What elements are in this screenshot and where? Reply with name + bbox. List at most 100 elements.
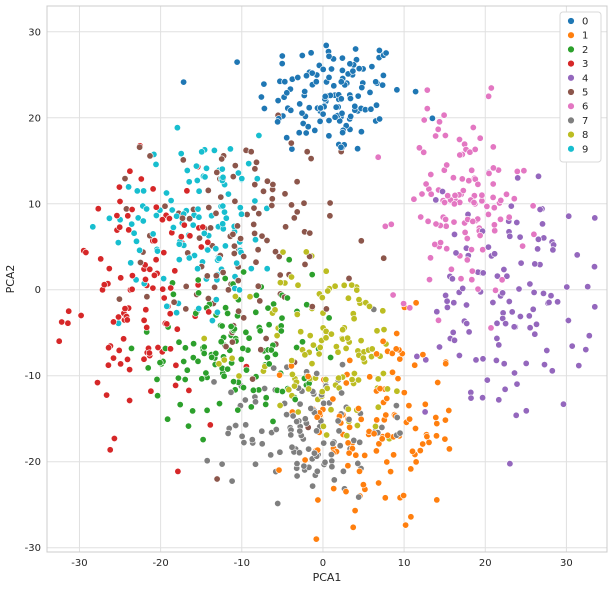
legend-label-4: 4 [582, 73, 588, 84]
point-class-1 [355, 467, 363, 475]
point-class-7 [274, 499, 282, 507]
point-class-3 [126, 167, 134, 175]
point-class-0 [288, 145, 296, 153]
point-class-3 [165, 215, 173, 223]
point-class-0 [412, 88, 420, 96]
point-class-6 [415, 144, 423, 152]
point-class-0 [354, 92, 362, 100]
point-class-6 [485, 169, 493, 177]
point-class-5 [276, 271, 284, 279]
point-class-4 [493, 334, 501, 342]
point-class-3 [174, 467, 182, 475]
point-class-5 [290, 214, 298, 222]
point-class-1 [442, 360, 450, 368]
point-class-8 [344, 405, 352, 413]
point-class-8 [302, 248, 310, 256]
point-class-1 [359, 481, 367, 489]
point-class-8 [383, 385, 391, 393]
point-class-5 [308, 303, 316, 311]
point-class-3 [137, 175, 145, 183]
point-class-8 [294, 408, 302, 416]
point-class-4 [433, 308, 441, 316]
point-class-9 [134, 214, 142, 222]
point-class-6 [450, 218, 458, 226]
point-class-4 [508, 308, 516, 316]
point-class-3 [145, 349, 153, 357]
point-class-1 [400, 491, 408, 499]
point-class-8 [246, 293, 254, 301]
point-class-4 [462, 301, 470, 309]
point-class-1 [432, 432, 440, 440]
point-class-5 [253, 158, 261, 166]
point-class-8 [354, 376, 362, 384]
legend-items: 0 1 2 3 4 5 6 7 8 9 [567, 17, 588, 155]
point-class-1 [329, 395, 337, 403]
point-class-3 [124, 355, 132, 363]
point-class-3 [158, 216, 166, 224]
point-class-6 [423, 86, 431, 94]
point-class-4 [549, 246, 557, 254]
point-class-1 [344, 439, 352, 447]
y-tick-label: -30 [25, 543, 41, 554]
point-class-3 [152, 203, 160, 211]
point-class-1 [408, 447, 416, 455]
point-class-2 [265, 360, 273, 368]
point-class-1 [314, 496, 322, 504]
point-class-3 [149, 284, 157, 292]
point-class-4 [522, 407, 530, 415]
point-class-5 [204, 294, 212, 302]
point-class-1 [394, 375, 402, 383]
point-class-5 [122, 205, 130, 213]
point-class-5 [204, 186, 212, 194]
point-class-2 [194, 276, 202, 284]
point-class-0 [301, 88, 309, 96]
point-class-4 [563, 283, 571, 291]
point-class-4 [443, 297, 451, 305]
point-class-5 [205, 204, 213, 212]
point-class-9 [89, 223, 97, 231]
point-class-0 [299, 120, 307, 128]
point-class-0 [375, 46, 383, 54]
point-class-9 [215, 255, 223, 263]
point-class-8 [323, 431, 331, 439]
point-class-5 [235, 307, 243, 315]
point-class-7 [329, 440, 337, 448]
point-class-4 [525, 312, 533, 320]
point-class-6 [476, 134, 484, 142]
point-class-6 [484, 210, 492, 218]
point-class-7 [338, 361, 346, 369]
point-class-5 [306, 229, 314, 237]
point-class-6 [381, 222, 389, 230]
point-class-4 [421, 408, 429, 416]
point-class-8 [331, 282, 339, 290]
point-class-5 [259, 187, 267, 195]
point-class-9 [221, 208, 229, 216]
point-class-6 [426, 254, 434, 262]
point-class-8 [327, 406, 335, 414]
point-class-3 [128, 206, 136, 214]
point-class-2 [239, 344, 247, 352]
point-class-9 [173, 124, 181, 132]
point-class-3 [126, 396, 134, 404]
plot-frame [46, 5, 608, 553]
point-class-4 [529, 305, 537, 313]
point-class-0 [274, 118, 282, 126]
point-class-7 [270, 364, 278, 372]
point-class-5 [252, 258, 260, 266]
point-class-9 [219, 173, 227, 181]
point-class-0 [322, 41, 330, 49]
point-class-3 [146, 265, 154, 273]
point-class-0 [354, 145, 362, 153]
point-class-0 [278, 60, 286, 68]
point-class-6 [498, 276, 506, 284]
point-class-4 [500, 265, 508, 273]
x-tick-label: 20 [479, 558, 492, 569]
point-class-3 [160, 294, 168, 302]
point-class-6 [455, 136, 463, 144]
point-class-9 [204, 246, 212, 254]
point-class-6 [487, 84, 495, 92]
point-class-1 [434, 378, 442, 386]
point-class-0 [298, 51, 306, 59]
point-class-9 [210, 146, 218, 154]
point-class-4 [536, 206, 544, 214]
